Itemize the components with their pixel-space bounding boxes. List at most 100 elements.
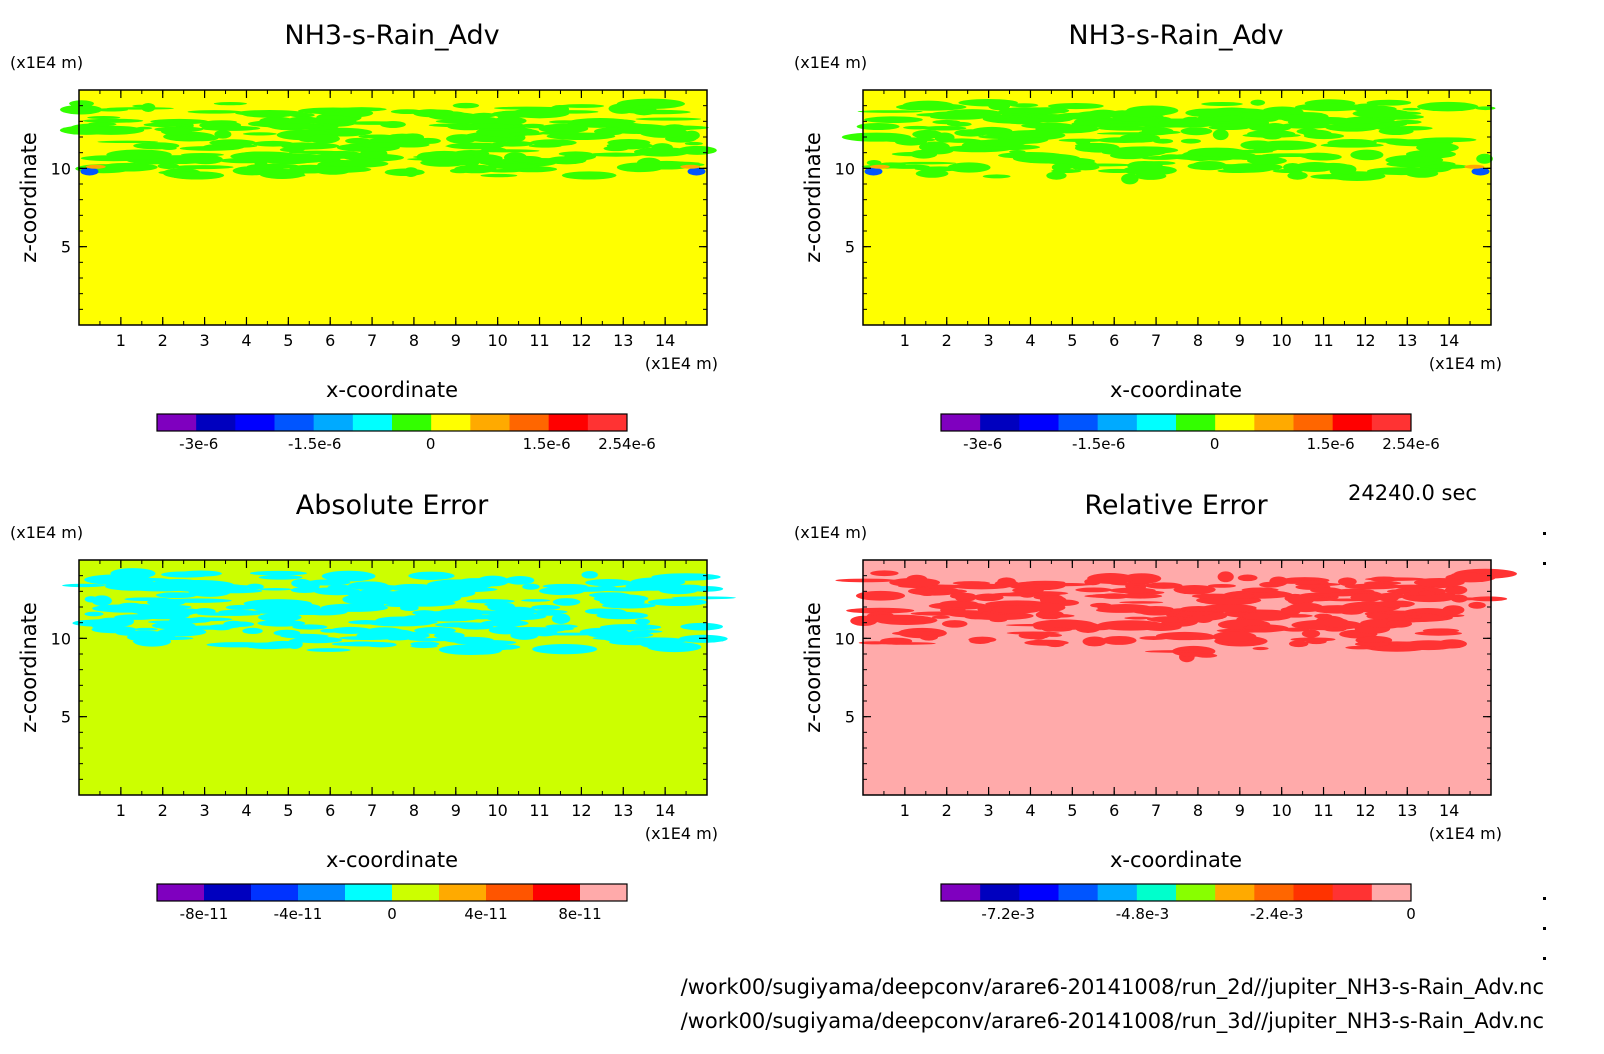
pattern-blob bbox=[408, 571, 455, 580]
x-tick-label: 8 bbox=[1193, 331, 1203, 350]
field-pattern bbox=[841, 98, 1496, 185]
pattern-blob bbox=[1345, 645, 1376, 650]
pattern-blob bbox=[1375, 600, 1415, 608]
pattern-blob bbox=[169, 171, 225, 180]
pattern-blob bbox=[302, 608, 348, 616]
pattern-blob bbox=[1265, 122, 1285, 129]
pattern-blob bbox=[1414, 631, 1462, 636]
pattern-blob bbox=[144, 158, 185, 164]
pattern-blob bbox=[616, 162, 664, 173]
x-tick-label: 4 bbox=[241, 801, 251, 820]
pattern-blob bbox=[1411, 156, 1438, 163]
pattern-blob bbox=[1137, 606, 1174, 612]
pattern-blob bbox=[310, 153, 347, 160]
colorbar-swatch bbox=[204, 884, 252, 901]
pattern-blob bbox=[1350, 149, 1384, 161]
x-axis-label: x-coordinate bbox=[1110, 378, 1242, 402]
x-tick-label: 14 bbox=[1439, 331, 1459, 350]
pattern-blob bbox=[446, 134, 478, 144]
colorbar-swatch bbox=[1293, 884, 1334, 901]
y-tick-label: 10 bbox=[835, 159, 855, 178]
pattern-blob bbox=[968, 636, 997, 643]
pattern-blob bbox=[1327, 139, 1377, 147]
pattern-blob bbox=[647, 598, 708, 607]
pattern-blob bbox=[949, 592, 977, 600]
colorbar-swatch bbox=[196, 414, 236, 431]
y-tick-label: 5 bbox=[845, 238, 855, 257]
pattern-blob bbox=[132, 639, 161, 644]
pattern-blob bbox=[988, 101, 1011, 111]
pattern-blob bbox=[991, 605, 1042, 614]
pattern-blob bbox=[183, 617, 233, 622]
pattern-blob bbox=[1310, 587, 1342, 594]
pattern-blob bbox=[1357, 636, 1386, 643]
edge-feature-right bbox=[1471, 167, 1490, 176]
pattern-blob bbox=[1290, 637, 1336, 642]
pattern-blob bbox=[1217, 168, 1257, 174]
pattern-blob bbox=[919, 141, 950, 153]
pattern-blob bbox=[252, 140, 294, 147]
colorbar-swatch bbox=[1097, 884, 1138, 901]
pattern-blob bbox=[1025, 580, 1066, 585]
pattern-blob bbox=[1187, 147, 1247, 157]
pattern-blob bbox=[1124, 616, 1152, 620]
pattern-blob bbox=[480, 173, 518, 178]
pattern-blob bbox=[243, 132, 277, 136]
y-tick-label: 10 bbox=[835, 629, 855, 648]
pattern-blob bbox=[509, 132, 543, 136]
colorbar-label: 2.54e-6 bbox=[1382, 435, 1440, 453]
colorbar-label: 0 bbox=[1210, 435, 1220, 453]
pattern-blob bbox=[348, 620, 385, 625]
x-tick-label: 5 bbox=[1067, 331, 1077, 350]
colorbar-swatch bbox=[548, 414, 589, 431]
edge-feature-right bbox=[1464, 164, 1485, 169]
pattern-blob bbox=[1086, 625, 1111, 631]
colorbar-label: 1.5e-6 bbox=[1307, 435, 1355, 453]
pattern-blob bbox=[1145, 582, 1183, 589]
colorbar-frame bbox=[156, 413, 628, 432]
pattern-blob bbox=[289, 112, 315, 118]
pattern-blob bbox=[616, 98, 685, 109]
colorbar-swatch bbox=[1019, 884, 1059, 901]
colorbar-swatch bbox=[980, 414, 1020, 431]
x-tick-label: 9 bbox=[451, 801, 461, 820]
pattern-blob bbox=[235, 151, 283, 160]
pattern-blob bbox=[1350, 593, 1381, 602]
colorbar-label: 0 bbox=[426, 435, 436, 453]
pattern-blob bbox=[1074, 142, 1111, 149]
pattern-blob bbox=[1338, 577, 1357, 587]
y-tick-label: 10 bbox=[51, 629, 71, 648]
pattern-blob bbox=[306, 579, 351, 586]
pattern-blob bbox=[338, 109, 374, 118]
pattern-blob bbox=[1074, 111, 1114, 120]
pattern-blob bbox=[328, 159, 389, 168]
pattern-blob bbox=[1243, 142, 1280, 149]
pattern-blob bbox=[1180, 138, 1201, 144]
pattern-blob bbox=[213, 102, 247, 106]
pattern-blob bbox=[1366, 99, 1412, 106]
pattern-blob bbox=[1046, 171, 1067, 180]
pattern-blob bbox=[492, 140, 534, 147]
x-tick-label: 12 bbox=[1355, 801, 1375, 820]
pattern-blob bbox=[246, 163, 301, 170]
pattern-blob bbox=[943, 589, 968, 594]
time-label: 24240.0 sec bbox=[1348, 481, 1477, 505]
pattern-blob bbox=[1006, 631, 1060, 635]
x-tick-label: 3 bbox=[984, 331, 994, 350]
pattern-blob bbox=[531, 604, 561, 610]
y-axis-label: z-coordinate bbox=[801, 132, 825, 263]
pattern-blob bbox=[858, 614, 930, 621]
pattern-blob bbox=[941, 620, 968, 628]
pattern-blob bbox=[458, 624, 494, 630]
pattern-blob bbox=[91, 623, 110, 630]
pattern-blob bbox=[596, 587, 654, 592]
pattern-blob bbox=[143, 122, 185, 128]
pattern-blob bbox=[1237, 574, 1258, 582]
pattern-blob bbox=[1039, 157, 1096, 165]
pattern-blob bbox=[1153, 138, 1174, 144]
pattern-blob bbox=[1205, 123, 1262, 127]
pattern-blob bbox=[1002, 116, 1045, 125]
colorbar-swatch bbox=[980, 884, 1020, 901]
pattern-blob bbox=[1468, 601, 1486, 609]
pattern-blob bbox=[279, 147, 305, 153]
